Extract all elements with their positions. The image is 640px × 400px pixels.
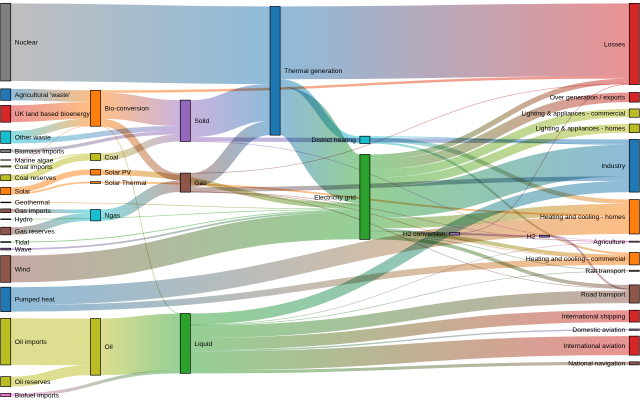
svg-text:Oil: Oil [105,344,114,351]
svg-text:Biofuel imports: Biofuel imports [15,392,60,399]
svg-text:Hydro: Hydro [15,217,33,224]
svg-text:Agriculture: Agriculture [593,239,625,246]
svg-text:Thermal generation: Thermal generation [284,68,342,75]
svg-text:National navigation: National navigation [568,361,625,368]
svg-text:Liquid: Liquid [194,341,212,348]
svg-text:Lighting & appliances - commer: Lighting & appliances - commercial [521,110,625,117]
svg-text:International shipping: International shipping [562,313,626,320]
svg-text:Bio-conversion: Bio-conversion [105,106,150,113]
svg-text:Pumped heat: Pumped heat [15,297,55,304]
svg-text:Electricity grid: Electricity grid [314,194,356,201]
svg-text:Marine algae: Marine algae [15,157,54,164]
svg-text:Coal reserves: Coal reserves [15,175,57,182]
svg-text:Gas reserves: Gas reserves [15,228,55,235]
svg-text:Gas: Gas [194,180,207,187]
svg-text:H2 conversion: H2 conversion [403,231,446,238]
svg-text:Agricultural 'waste': Agricultural 'waste' [15,92,70,99]
svg-text:Solar PV: Solar PV [105,170,132,177]
svg-text:Ngas: Ngas [105,213,121,220]
svg-text:Heating and cooling - commerci: Heating and cooling - commercial [526,256,626,263]
svg-text:International aviation: International aviation [563,343,625,350]
svg-text:Wind: Wind [15,266,31,273]
svg-text:Gas imports: Gas imports [15,208,52,215]
svg-text:Over generation / exports: Over generation / exports [550,95,626,102]
svg-text:Biomass imports: Biomass imports [15,148,65,155]
svg-text:Nuclear: Nuclear [15,40,39,47]
svg-text:Losses: Losses [604,41,626,48]
svg-text:Industry: Industry [601,163,625,170]
svg-text:Coal: Coal [105,154,119,161]
svg-text:Wave: Wave [15,246,32,253]
svg-text:Road transport: Road transport [581,291,625,298]
svg-text:Solid: Solid [194,118,209,125]
svg-text:UK land based bioenergy: UK land based bioenergy [15,111,91,118]
svg-text:Geothermal: Geothermal [15,200,50,207]
svg-text:District heating: District heating [312,137,357,144]
svg-text:Oil imports: Oil imports [15,339,48,346]
svg-text:Rail transport: Rail transport [585,268,625,275]
svg-text:Solar: Solar [15,188,31,195]
svg-text:Tidal: Tidal [15,239,30,246]
svg-text:H2: H2 [527,234,536,241]
svg-text:Coal imports: Coal imports [15,164,53,171]
svg-text:Domestic aviation: Domestic aviation [572,327,625,334]
svg-text:Lighting & appliances - homes: Lighting & appliances - homes [536,126,626,133]
svg-text:Oil reserves: Oil reserves [15,379,51,386]
svg-text:Heating and cooling - homes: Heating and cooling - homes [540,214,626,221]
svg-text:Solar Thermal: Solar Thermal [105,180,147,187]
svg-text:Other waste: Other waste [15,135,51,142]
